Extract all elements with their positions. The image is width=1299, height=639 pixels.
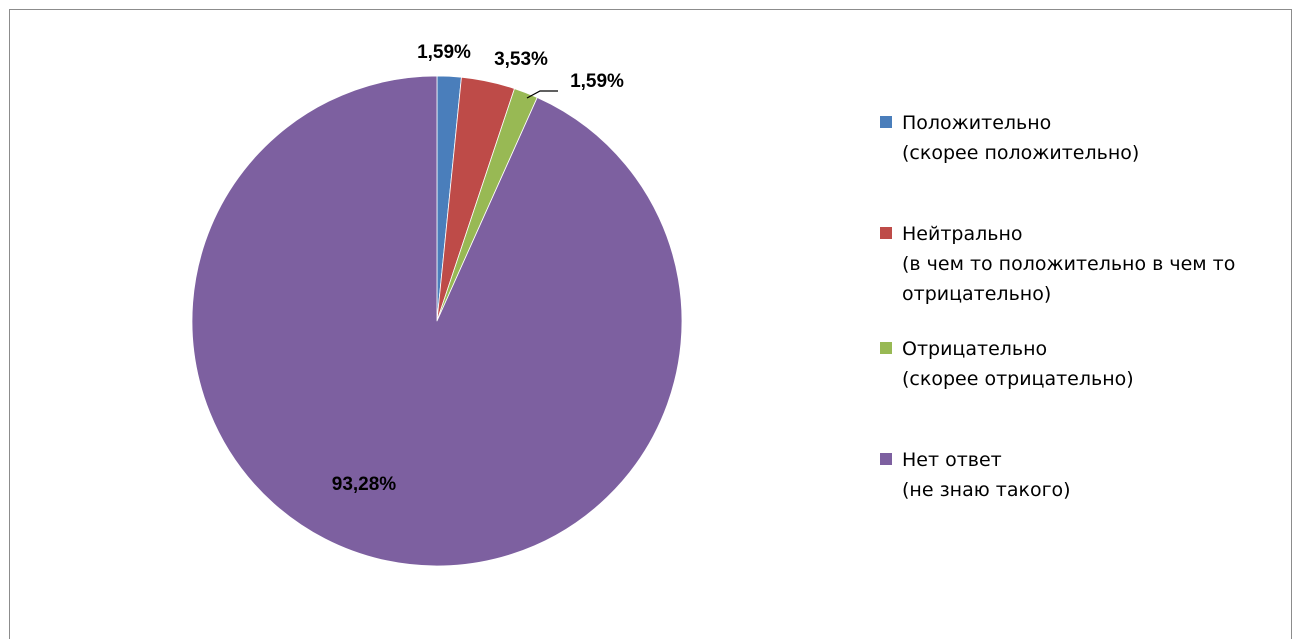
data-label-4: 93,28% <box>332 474 397 495</box>
leader-line-3 <box>526 90 558 99</box>
legend-marker-4 <box>880 453 892 465</box>
legend-entry-1-line-1: Положительно <box>902 112 1051 134</box>
data-label-3: 1,59% <box>570 71 624 92</box>
legend-marker-2 <box>880 227 892 239</box>
legend-entry-1-line-2: (скорее положительно) <box>902 142 1139 164</box>
legend-marker-1 <box>880 116 892 128</box>
legend: Положительно (скорее положительно) Нейтрал… <box>880 112 1235 501</box>
legend-entry-3-line-2: (скорее отрицательно) <box>902 368 1134 390</box>
pie-slices <box>191 75 683 567</box>
legend-entry-2-line-3: отрицательно) <box>902 283 1051 305</box>
legend-entry-4-line-2: (не знаю такого) <box>902 479 1071 501</box>
legend-entry-3-line-1: Отрицательно <box>902 338 1047 360</box>
pie-slice-4 <box>191 75 683 567</box>
legend-entry-2-line-1: Нейтрально <box>902 223 1023 245</box>
legend-entry-2-line-2: (в чем то положительно в чем то <box>902 253 1235 275</box>
leader-lines <box>526 90 558 99</box>
data-label-1: 1,59% <box>417 42 471 63</box>
data-label-2: 3,53% <box>494 49 548 70</box>
legend-entry-4-line-1: Нет ответ <box>902 449 1002 471</box>
legend-marker-3 <box>880 342 892 354</box>
data-labels: 1,59% 3,53% 1,59% 93,28% <box>332 42 624 495</box>
